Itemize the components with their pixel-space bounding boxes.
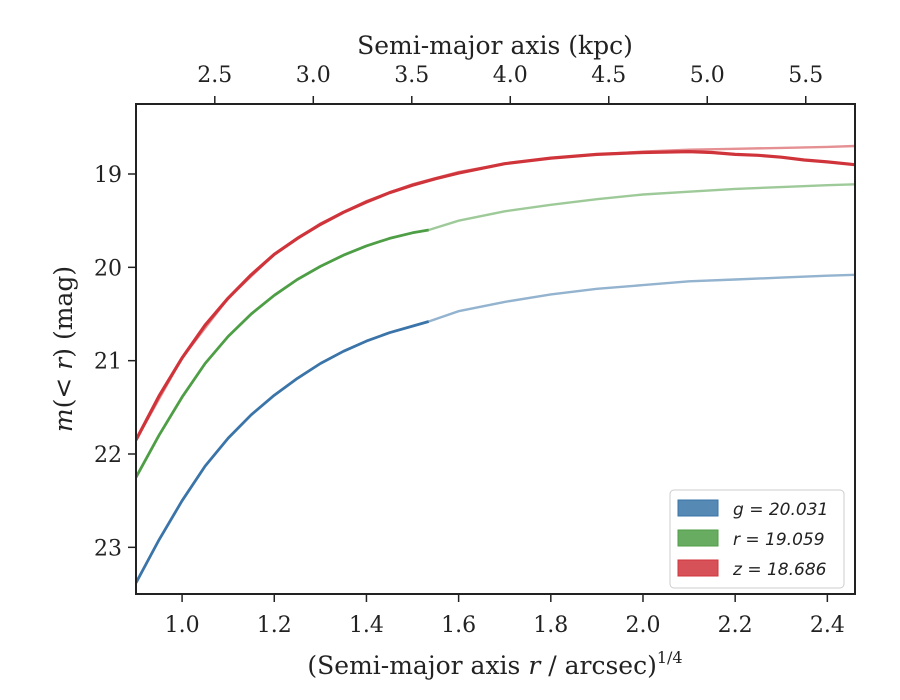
y-tick-label: 19	[94, 163, 122, 188]
y-tick-label: 21	[94, 350, 122, 375]
x-tick-label: 1.8	[533, 613, 568, 638]
legend: g = 20.031 r = 19.059 z = 18.686	[669, 489, 845, 589]
x-tick-label: 1.0	[165, 613, 200, 638]
series-layer	[136, 144, 855, 584]
y-tick-label: 23	[94, 536, 122, 561]
legend-label-z: z = 18.686	[732, 560, 827, 580]
y-axis-title-mid: (<	[49, 370, 78, 409]
y-axis-title-var: r	[49, 356, 78, 370]
x-axis-title-suffix: / arcsec)	[540, 651, 657, 680]
series-g-measured-line	[136, 320, 430, 584]
top-x-tick-label: 4.5	[591, 63, 626, 88]
x-tick-label: 1.2	[257, 613, 292, 638]
top-x-axis-title: Semi-major axis (kpc)	[357, 31, 633, 60]
x-tick-label: 1.4	[349, 613, 384, 638]
y-axis-title-suffix: ) (mag)	[49, 266, 78, 358]
y-axis-title-prefix: m	[49, 408, 78, 432]
x-tick-label: 2.2	[718, 613, 753, 638]
legend-swatch-z	[677, 559, 719, 577]
legend-swatch-g	[677, 499, 719, 517]
series-r-model-line	[428, 183, 855, 232]
x-tick-label: 2.0	[625, 613, 660, 638]
top-x-axis: 2.5 3.0 3.5 4.0 4.5 5.0 5.5	[197, 63, 823, 104]
series-z-model-line	[136, 144, 855, 441]
x-tick-label: 1.6	[441, 613, 476, 638]
legend-label-r: r = 19.059	[733, 530, 825, 550]
top-x-tick-label: 3.0	[296, 63, 331, 88]
top-x-tick-label: 5.0	[690, 63, 725, 88]
x-axis-title-prefix: (Semi-major axis	[307, 651, 528, 680]
top-x-tick-label: 5.5	[788, 63, 823, 88]
x-axis-title: (Semi-major axis r / arcsec)1/4	[307, 648, 682, 680]
y-tick-label: 22	[94, 443, 122, 468]
x-axis-title-var: r	[528, 651, 542, 680]
top-x-tick-label: 3.5	[394, 63, 429, 88]
y-tick-label: 20	[94, 256, 122, 281]
top-x-tick-label: 4.0	[493, 63, 528, 88]
y-axis-title: m(< r) (mag)	[49, 266, 78, 432]
series-z-measured-line	[136, 150, 855, 441]
plot-frame	[135, 103, 856, 595]
top-x-tick-label: 2.5	[197, 63, 232, 88]
x-tick-label: 2.4	[810, 613, 845, 638]
series-g-model-line	[428, 273, 855, 323]
legend-swatch-r	[677, 529, 719, 547]
series-r-measured-line	[136, 228, 429, 478]
x-axis-title-sup: 1/4	[657, 648, 683, 667]
legend-label-g: g = 20.031	[733, 500, 828, 520]
bottom-x-axis: 1.0 1.2 1.4 1.6 1.8 2.0 2.2 2.4	[165, 594, 845, 638]
y-axis: 19 20 21 22 23	[94, 163, 136, 561]
